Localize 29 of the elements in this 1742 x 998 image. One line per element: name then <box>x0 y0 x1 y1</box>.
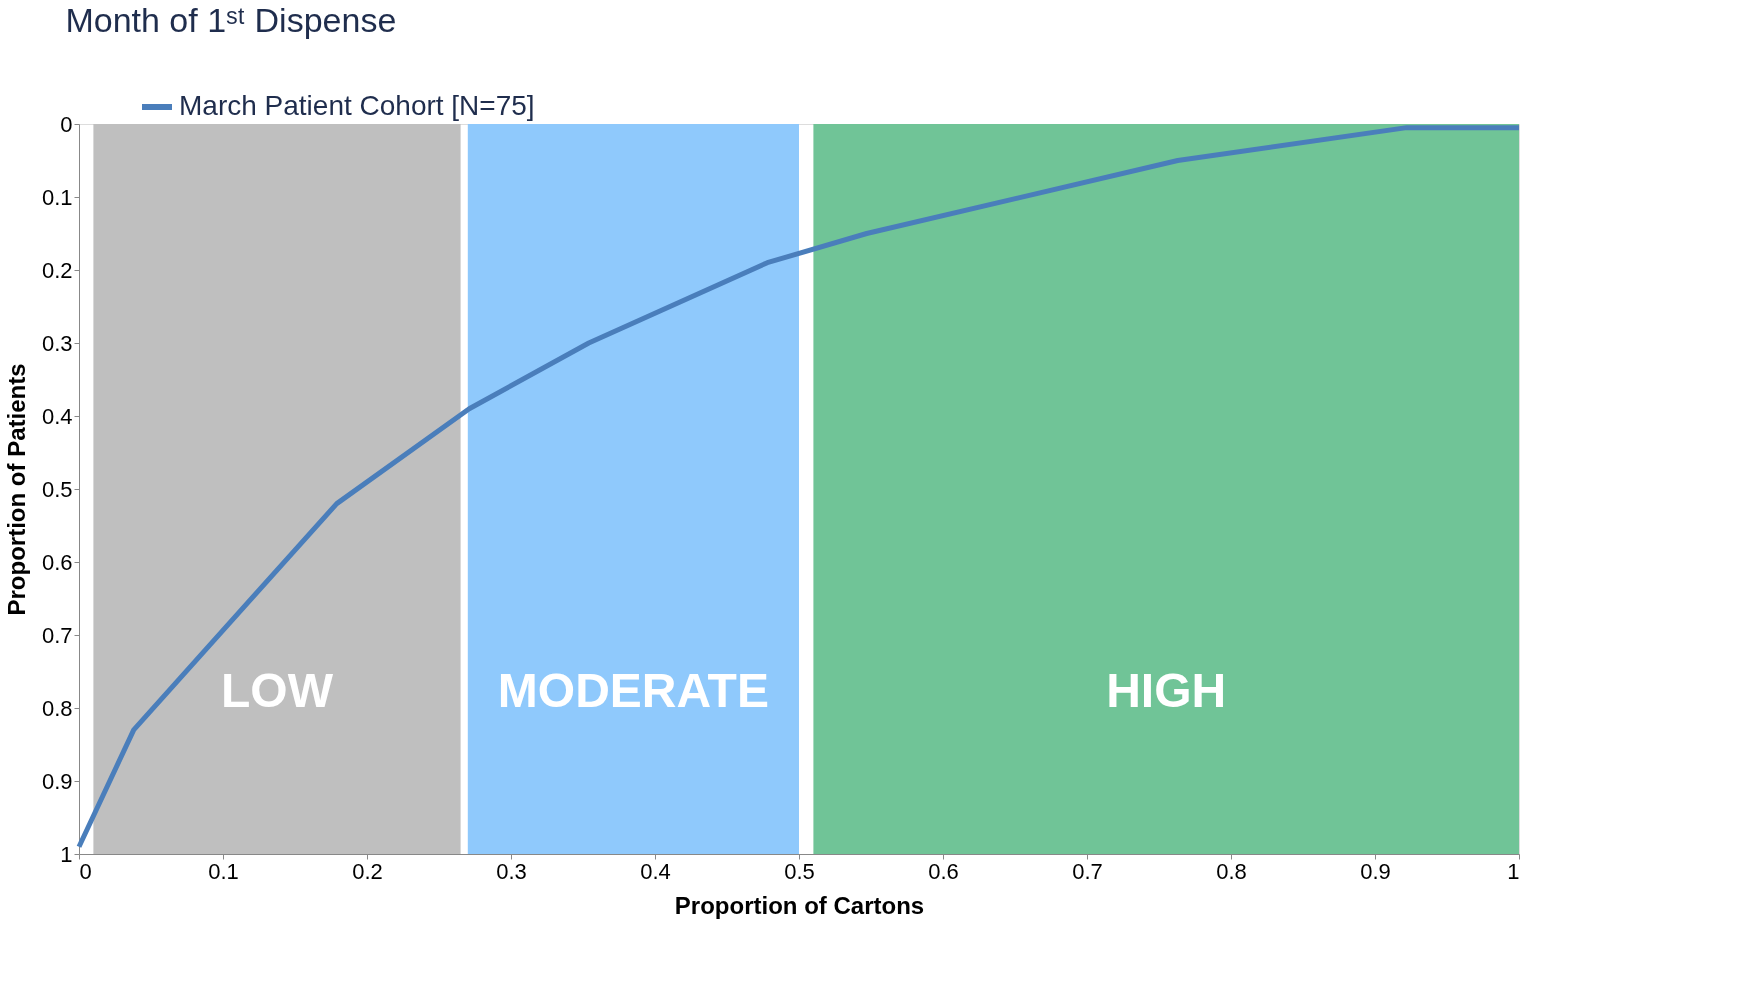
x-tick-label: 0.4 <box>640 858 671 884</box>
band-label: LOW <box>221 664 334 718</box>
y-tick-label: 0.3 <box>41 330 73 356</box>
x-tick-label: 0.9 <box>1360 858 1391 884</box>
x-tick-label: 1 <box>1507 858 1520 884</box>
x-tick-label: 0.3 <box>496 858 527 884</box>
band-label: MODERATE <box>497 664 769 718</box>
x-axis-title: Proportion of Cartons <box>674 891 925 919</box>
y-tick-label: 0.7 <box>41 622 73 648</box>
y-tick-label: 0.5 <box>41 476 73 502</box>
chart-title: Month of 1ˢᵗ Dispense <box>65 1 397 39</box>
y-tick-label: 0.1 <box>41 184 73 210</box>
x-tick-label: 0.2 <box>352 858 383 884</box>
x-tick-label: 0.7 <box>1072 858 1103 884</box>
x-tick-label: 0.5 <box>784 858 815 884</box>
x-tick-label: 0.6 <box>928 858 959 884</box>
y-tick-label: 0.2 <box>41 257 73 283</box>
y-tick-label: 0.9 <box>41 768 73 794</box>
y-tick-label: 0 <box>60 111 73 137</box>
y-axis-title: Proportion of Patients <box>2 363 30 616</box>
y-tick-label: 1 <box>60 841 73 867</box>
x-tick-label: 0.8 <box>1216 858 1247 884</box>
y-tick-label: 0.4 <box>41 403 73 429</box>
y-tick-label: 0.6 <box>41 549 73 575</box>
x-tick-label: 0.1 <box>208 858 239 884</box>
band-label: HIGH <box>1106 664 1227 718</box>
legend-label: March Patient Cohort [N=75] <box>179 90 535 121</box>
y-tick-label: 0.8 <box>41 695 73 721</box>
x-tick-label: 0 <box>79 858 92 884</box>
